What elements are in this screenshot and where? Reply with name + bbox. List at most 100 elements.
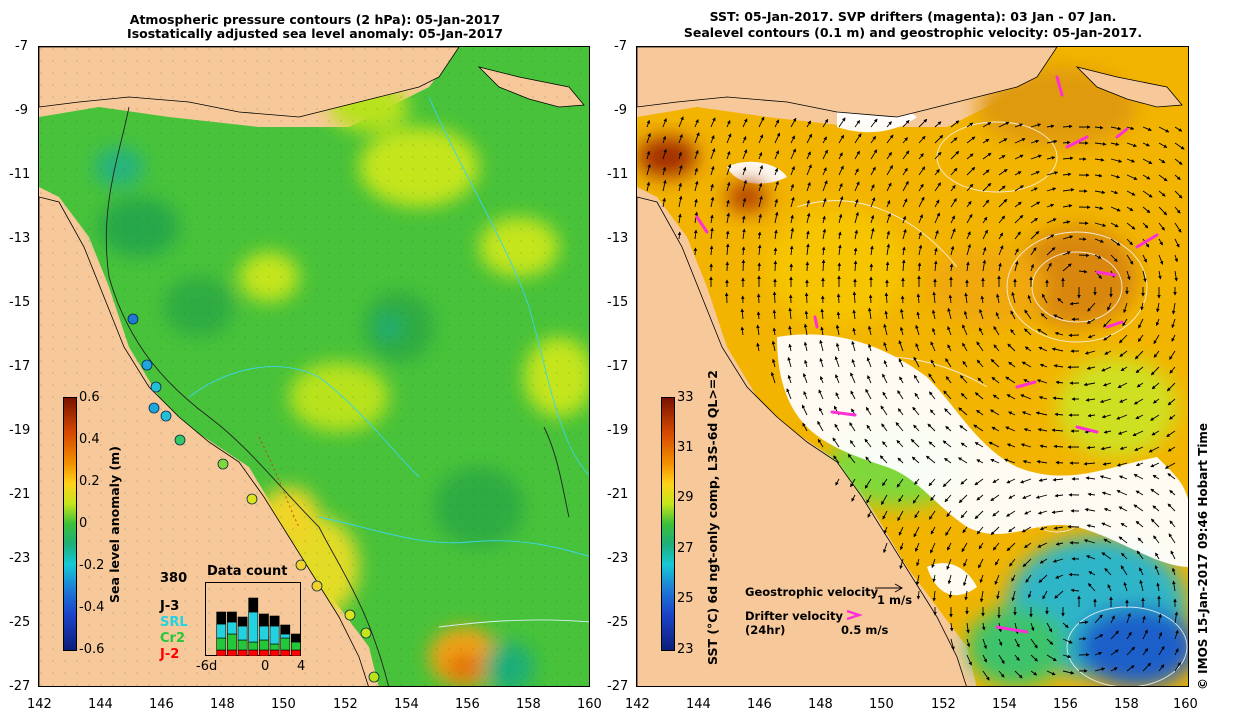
velocity-arrow <box>1126 631 1132 640</box>
velocity-arrow <box>1134 446 1144 451</box>
velocity-arrow <box>973 424 984 432</box>
velocity-arrow <box>930 494 936 501</box>
velocity-arrow <box>946 558 952 570</box>
velocity-arrow <box>966 200 972 208</box>
data-count-bar <box>248 649 259 656</box>
velocity-arrow <box>1142 190 1153 198</box>
velocity-arrow <box>883 341 888 352</box>
velocity-arrow <box>836 293 841 304</box>
velocity-arrow <box>882 478 888 487</box>
velocity-arrow <box>1014 248 1019 256</box>
velocity-arrow <box>966 231 971 240</box>
velocity-arrow <box>756 293 761 304</box>
sst-colorbar-label: SST (°C) 6d ngt-only comp, L3S-6d QL>=2 <box>705 370 720 665</box>
velocity-arrow <box>992 478 1000 483</box>
velocity-arrow <box>865 456 872 464</box>
velocity-arrow <box>1094 142 1107 146</box>
velocity-arrow <box>804 359 808 368</box>
velocity-arrow <box>854 181 860 192</box>
velocity-arrow <box>1158 222 1165 231</box>
velocity-arrow <box>1014 638 1020 648</box>
velocity-arrow <box>1119 398 1128 403</box>
velocity-arrow <box>1069 301 1080 306</box>
velocity-arrow <box>945 376 952 384</box>
velocity-arrow <box>1083 382 1096 387</box>
velocity-arrow <box>929 510 936 520</box>
velocity-arrow <box>774 132 781 144</box>
velocity-arrow <box>1110 630 1119 640</box>
data-count-bar <box>280 633 291 639</box>
velocity-arrow <box>774 211 779 224</box>
velocity-arrow <box>1110 174 1121 179</box>
sst-tick-1: 31 <box>677 440 694 455</box>
right-lon-tick: 142 <box>625 697 650 712</box>
velocity-arrow <box>899 326 904 336</box>
sst-tick-3: 27 <box>677 541 694 556</box>
velocity-arrow <box>881 494 888 506</box>
velocity-arrow <box>934 134 944 144</box>
velocity-arrow <box>1062 124 1073 129</box>
velocity-arrow <box>1006 542 1016 552</box>
velocity-arrow <box>1021 411 1032 416</box>
velocity-arrow <box>1087 413 1096 418</box>
sst-tick-4: 25 <box>677 591 694 606</box>
velocity-arrow <box>854 120 861 128</box>
velocity-arrow <box>1116 462 1128 467</box>
velocity-arrow <box>960 478 968 485</box>
velocity-arrow <box>1014 123 1024 128</box>
velocity-arrow <box>1119 446 1128 450</box>
velocity-arrow <box>896 478 904 488</box>
velocity-arrow <box>998 215 1006 224</box>
velocity-arrow <box>774 119 780 128</box>
velocity-arrow <box>1107 302 1112 311</box>
velocity-arrow <box>883 323 888 336</box>
velocity-arrow <box>902 150 910 160</box>
velocity-arrow <box>998 185 1006 192</box>
left-lon-tick: 160 <box>577 697 602 712</box>
velocity-arrow <box>710 196 715 208</box>
velocity-arrow <box>885 261 890 272</box>
left-lat-tick: -23 <box>9 551 31 566</box>
velocity-arrow <box>932 291 936 304</box>
velocity-arrow <box>1133 398 1144 405</box>
velocity-arrow <box>976 459 984 464</box>
velocity-arrow <box>1101 414 1112 419</box>
velocity-arrow <box>930 526 936 535</box>
velocity-arrow <box>1054 331 1064 336</box>
velocity-arrow <box>803 341 808 352</box>
velocity-arrow <box>1174 611 1179 624</box>
velocity-arrow <box>911 456 920 464</box>
velocity-arrow <box>982 138 990 144</box>
velocity-arrow <box>1110 254 1118 263</box>
velocity-arrow <box>835 374 840 384</box>
velocity-arrow <box>976 341 984 352</box>
velocity-arrow <box>882 441 888 448</box>
velocity-arrow <box>709 245 714 256</box>
velocity-arrow <box>1086 555 1096 560</box>
velocity-arrow <box>870 166 876 176</box>
velocity-arrow <box>1135 414 1144 420</box>
velocity-arrow <box>886 151 892 160</box>
velocity-arrow <box>1078 269 1088 274</box>
velocity-arrow <box>838 152 843 160</box>
velocity-arrow <box>879 455 888 464</box>
velocity-arrow <box>1014 670 1023 679</box>
velocity-arrow <box>974 478 984 486</box>
velocity-arrow <box>1158 238 1163 246</box>
velocity-arrow <box>1158 613 1162 624</box>
velocity-arrow <box>1134 350 1144 360</box>
left-lat-tick: -17 <box>9 359 31 374</box>
velocity-arrow <box>788 325 792 336</box>
velocity-arrow <box>1150 366 1160 376</box>
drifter-velocity-period: (24hr) <box>745 623 786 637</box>
velocity-arrow <box>838 134 845 144</box>
velocity-arrow <box>912 406 920 416</box>
velocity-arrow <box>1120 366 1128 372</box>
velocity-arrow <box>934 182 941 192</box>
velocity-arrow <box>1014 138 1026 144</box>
velocity-arrow <box>678 164 683 176</box>
velocity-arrow <box>1051 510 1064 514</box>
data-count-bar <box>248 597 259 613</box>
velocity-arrow <box>772 358 776 368</box>
velocity-arrow <box>1126 206 1134 212</box>
